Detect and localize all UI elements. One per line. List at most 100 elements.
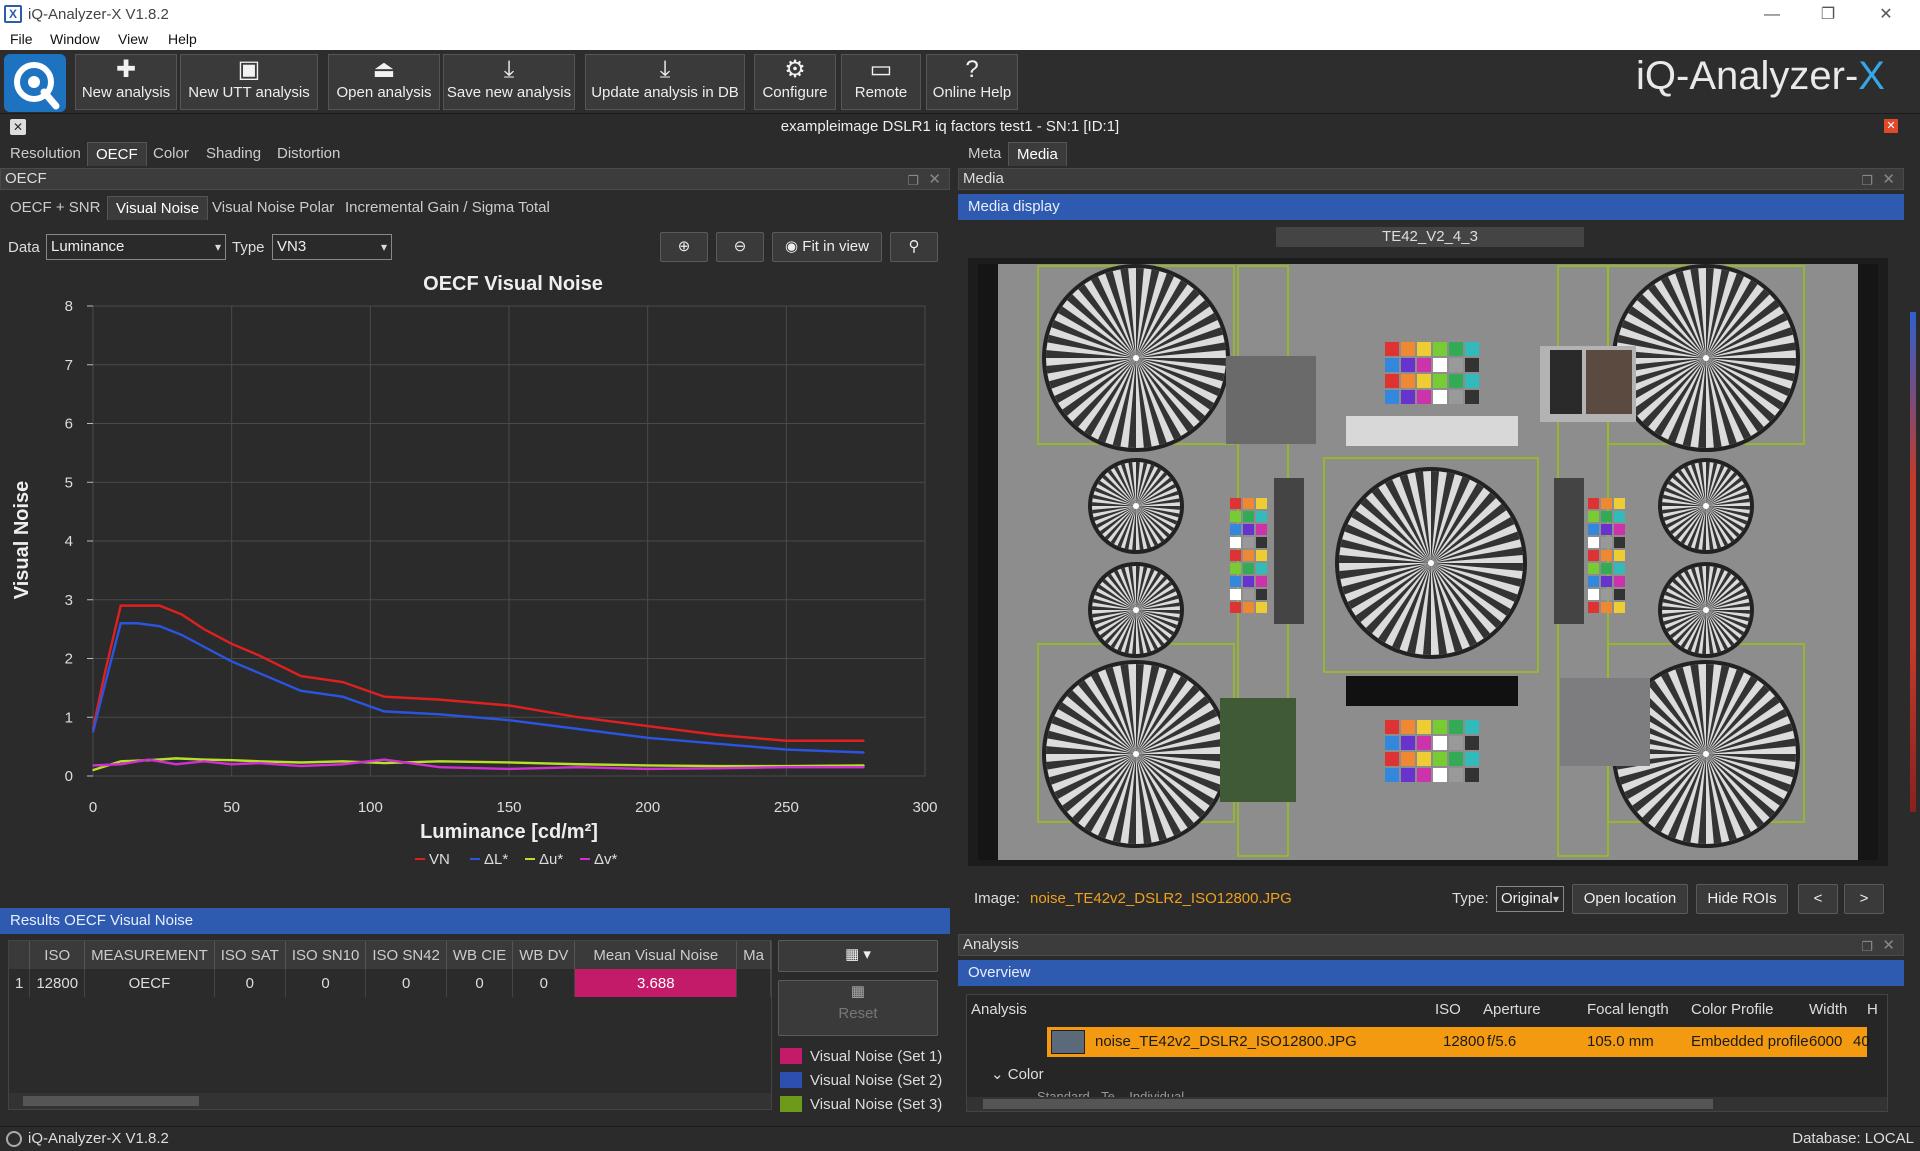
col-width[interactable]: Width xyxy=(1809,1001,1848,1018)
data-point xyxy=(438,713,441,716)
doc-close-icon[interactable]: ✕ xyxy=(10,119,26,135)
x-tick-label: 250 xyxy=(774,799,799,816)
menu-window[interactable]: Window xyxy=(50,31,100,47)
siemens-sector xyxy=(1114,570,1136,610)
scrollbar-thumb[interactable] xyxy=(23,1096,199,1106)
media-type-select[interactable]: Original xyxy=(1496,886,1564,912)
col-h[interactable]: H xyxy=(1867,1001,1878,1018)
float-icon[interactable]: ❐ xyxy=(1861,173,1873,188)
close-icon[interactable]: ✕ xyxy=(1879,6,1893,23)
siemens-sector xyxy=(1667,358,1706,443)
color-patch xyxy=(1256,524,1267,535)
siemens-sector xyxy=(1706,566,1710,610)
panel-close-icon[interactable]: ✕ xyxy=(1882,937,1895,954)
col-iso-sn42[interactable]: ISO SN42 xyxy=(365,941,447,969)
siemens-sector xyxy=(1136,602,1180,610)
configure-button[interactable]: ⚙ Configure xyxy=(754,54,836,110)
tab-color[interactable]: Color xyxy=(153,145,189,162)
type-select[interactable]: VN3 xyxy=(272,234,392,260)
table-row[interactable]: 1 12800 OECF 0 0 0 0 0 3.688 xyxy=(9,969,771,997)
update-analysis-button[interactable]: ⤓ Update analysis in DB xyxy=(585,54,745,110)
fit-in-view-button[interactable]: ◉ Fit in view xyxy=(772,232,882,262)
open-location-button[interactable]: Open location xyxy=(1572,884,1688,914)
fit-icon: ◉ xyxy=(785,238,803,255)
siemens-sector xyxy=(1706,568,1725,610)
restore-icon[interactable]: ❐ xyxy=(1820,6,1836,23)
hide-rois-button[interactable]: Hide ROIs xyxy=(1696,884,1788,914)
open-analysis-button[interactable]: ⏏ Open analysis xyxy=(328,54,440,110)
panel-close-icon[interactable]: ✕ xyxy=(928,171,941,188)
col-wb-dv[interactable]: WB DV xyxy=(512,941,576,969)
analysis-row-selected[interactable]: noise_TE42v2_DSLR2_ISO12800.JPG 12800 f/… xyxy=(1047,1027,1870,1057)
siemens-sector xyxy=(1136,754,1205,818)
new-utt-analysis-button[interactable]: ▣ New UTT analysis xyxy=(180,54,318,110)
tab-shading[interactable]: Shading xyxy=(206,145,262,162)
siemens-sector xyxy=(1136,754,1225,778)
siemens-sector xyxy=(1706,669,1745,754)
col-iso-sn10[interactable]: ISO SN10 xyxy=(285,941,367,969)
data-point xyxy=(136,604,139,607)
siemens-sector xyxy=(1136,467,1162,506)
tab-resolution[interactable]: Resolution xyxy=(10,145,81,162)
col-aperture[interactable]: Aperture xyxy=(1483,1001,1541,1018)
menu-file[interactable]: File xyxy=(10,31,33,47)
y-tick-label: 3 xyxy=(65,592,73,609)
color-patch xyxy=(1256,576,1267,587)
zoom-in-button[interactable]: ⊕ xyxy=(660,232,708,262)
zoom-out-button[interactable]: ⊖ xyxy=(716,232,764,262)
subtab-visual-noise[interactable]: Visual Noise xyxy=(107,196,209,220)
panel-close-icon[interactable]: ✕ xyxy=(1882,171,1895,188)
scrollbar-thumb[interactable] xyxy=(983,1099,1713,1109)
online-help-button[interactable]: ? Online Help xyxy=(926,54,1018,110)
minimize-icon[interactable]: — xyxy=(1764,6,1780,23)
col-focal-length[interactable]: Focal length xyxy=(1587,1001,1669,1018)
save-analysis-button[interactable]: ⤓ Save new analysis xyxy=(443,54,575,110)
siemens-sector xyxy=(1136,588,1176,610)
next-image-button[interactable]: > xyxy=(1844,884,1884,914)
subtab-visual-noise-polar[interactable]: Visual Noise Polar xyxy=(212,199,335,216)
menu-help[interactable]: Help xyxy=(168,31,197,47)
horizontal-scrollbar[interactable] xyxy=(9,1093,771,1109)
tab-oecf[interactable]: OECF xyxy=(87,142,147,166)
legend-label-set3: Visual Noise (Set 3) xyxy=(810,1096,943,1113)
legend-label-2: Δu* xyxy=(539,851,563,868)
remote-button[interactable]: ▭ Remote xyxy=(841,54,921,110)
siemens-sector xyxy=(1706,602,1750,610)
siemens-sector xyxy=(1136,610,1158,650)
horizontal-scrollbar[interactable] xyxy=(967,1097,1887,1111)
reset-button[interactable]: ▦ Reset xyxy=(778,980,938,1036)
legend-swatch-set2 xyxy=(780,1072,802,1088)
y-tick-label: 5 xyxy=(65,474,73,491)
siemens-sector xyxy=(1339,563,1431,579)
subtab-incremental-gain[interactable]: Incremental Gain / Sigma Total xyxy=(345,199,550,216)
doc-close-red-icon[interactable]: ✕ xyxy=(1884,119,1898,133)
col-wb-cie[interactable]: WB CIE xyxy=(446,941,514,969)
col-iso[interactable]: ISO xyxy=(1435,1001,1461,1018)
tree-group-color[interactable]: ⌄ Color xyxy=(991,1066,1044,1083)
col-iso-sat[interactable]: ISO SAT xyxy=(214,941,286,969)
menu-view[interactable]: View xyxy=(118,31,149,47)
col-color-profile[interactable]: Color Profile xyxy=(1691,1001,1774,1018)
settings-tool-button[interactable]: ⚲ xyxy=(890,232,938,262)
float-icon[interactable]: ❐ xyxy=(907,173,919,188)
new-analysis-button[interactable]: ✚ New analysis xyxy=(75,54,177,110)
data-select[interactable]: Luminance xyxy=(46,234,226,260)
previous-image-button[interactable]: < xyxy=(1798,884,1838,914)
col-mean-visual-noise[interactable]: Mean Visual Noise xyxy=(574,941,738,969)
monitor-icon: ▭ xyxy=(869,56,893,83)
siemens-sector xyxy=(1431,476,1470,563)
float-icon[interactable]: ❐ xyxy=(1861,939,1873,954)
tab-media[interactable]: Media xyxy=(1008,142,1067,166)
col-ma[interactable]: Ma xyxy=(736,941,771,969)
tab-distortion[interactable]: Distortion xyxy=(277,145,341,162)
tab-meta[interactable]: Meta xyxy=(968,145,1002,162)
col-analysis[interactable]: Analysis xyxy=(971,1001,1027,1018)
color-patch xyxy=(1449,342,1463,356)
test-chart-image[interactable] xyxy=(968,258,1888,866)
col-iso[interactable]: ISO xyxy=(29,941,86,969)
subtab-oecf-snr[interactable]: OECF + SNR xyxy=(10,199,101,216)
col-measurement[interactable]: MEASUREMENT xyxy=(84,941,215,969)
window-title: iQ-Analyzer-X V1.8.2 xyxy=(28,6,169,23)
data-point xyxy=(158,625,161,627)
table-columns-button[interactable]: ▦ ▾ xyxy=(778,940,938,972)
